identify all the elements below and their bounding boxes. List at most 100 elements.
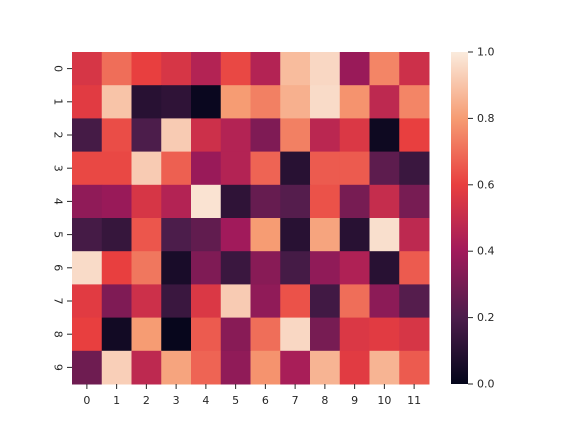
heatmap-cell-r0-c5: [220, 52, 251, 86]
heatmap-cell-r0-c2: [131, 52, 162, 86]
heatmap-cell-r8-c5: [220, 317, 251, 352]
heatmap-cell-r5-c3: [161, 218, 192, 252]
heatmap-cell-r5-c8: [310, 218, 341, 252]
heatmap-cell-r7-c3: [161, 284, 192, 319]
x-tick-label-9: 9: [351, 394, 358, 407]
colorbar: [451, 52, 468, 384]
x-tick-label-11: 11: [407, 394, 421, 407]
heatmap-cell-r5-c2: [131, 218, 162, 252]
heatmap-cell-r7-c11: [399, 284, 430, 319]
colorbar-ticks: 0.0 0.2 0.4 0.6 0.8 1.0: [468, 46, 495, 391]
heatmap-cell-r9-c1: [101, 350, 132, 385]
heatmap-cell-r4-c4: [191, 184, 222, 219]
heatmap-cell-r2-c6: [250, 118, 281, 153]
heatmap-cell-r3-c1: [101, 151, 132, 186]
heatmap-cell-r8-c6: [250, 317, 281, 352]
colorbar-tick-label-0.2: 0.2: [477, 311, 495, 324]
heatmap-cell-r4-c10: [369, 184, 400, 219]
heatmap-cell-r2-c11: [399, 118, 430, 153]
heatmap-cell-r2-c2: [131, 118, 162, 153]
heatmap-cell-r8-c10: [369, 317, 400, 352]
heatmap-cell-r2-c7: [280, 118, 311, 153]
x-tick-label-10: 10: [377, 394, 391, 407]
heatmap-cell-r8-c8: [310, 317, 341, 352]
heatmap-cell-r9-c2: [131, 350, 162, 385]
heatmap-cell-r6-c0: [72, 251, 103, 285]
colorbar-tick-label-0.8: 0.8: [477, 112, 495, 125]
heatmap-cell-r2-c8: [310, 118, 341, 153]
heatmap-cell-r0-c3: [161, 52, 192, 86]
heatmap-cell-r1-c3: [161, 85, 192, 119]
heatmap-cell-r1-c6: [250, 85, 281, 119]
heatmap-cell-r6-c2: [131, 251, 162, 285]
heatmap-cell-r6-c8: [310, 251, 341, 285]
heatmap-cell-r6-c7: [280, 251, 311, 285]
heatmap-cell-r3-c5: [220, 151, 251, 186]
heatmap-cell-r7-c0: [72, 284, 103, 319]
x-tick-label-3: 3: [173, 394, 180, 407]
colorbar-tick-label-0.0: 0.0: [477, 378, 495, 391]
heatmap-cell-r6-c3: [161, 251, 192, 285]
heatmap-cell-r0-c6: [250, 52, 281, 86]
colorbar-tick-label-0.4: 0.4: [477, 245, 495, 258]
heatmap-cell-r2-c9: [339, 118, 370, 153]
heatmap-cell-r5-c5: [220, 218, 251, 252]
heatmap-cell-r6-c1: [101, 251, 132, 285]
heatmap-cell-r5-c6: [250, 218, 281, 252]
heatmap-cell-r4-c6: [250, 184, 281, 219]
heatmap-cell-r3-c4: [191, 151, 222, 186]
heatmap-cell-r1-c5: [220, 85, 251, 119]
y-axis-ticks: 0 1 2 3 4 5 6 7 8 9: [52, 65, 72, 371]
heatmap-cell-r0-c7: [280, 52, 311, 86]
y-tick-label-0: 0: [52, 65, 65, 72]
heatmap-cell-r0-c11: [399, 52, 430, 86]
heatmap-cell-r6-c9: [339, 251, 370, 285]
x-tick-label-6: 6: [262, 394, 269, 407]
heatmap-cell-r1-c7: [280, 85, 311, 119]
heatmap-cell-r0-c9: [339, 52, 370, 86]
x-tick-label-8: 8: [321, 394, 328, 407]
heatmap-cell-r8-c4: [191, 317, 222, 352]
heatmap-cell-r3-c6: [250, 151, 281, 186]
heatmap-cell-r4-c5: [220, 184, 251, 219]
heatmap-cell-r4-c7: [280, 184, 311, 219]
heatmap-cell-r4-c11: [399, 184, 430, 219]
heatmap-cell-r0-c1: [101, 52, 132, 86]
heatmap-cell-r8-c2: [131, 317, 162, 352]
heatmap-cell-r9-c4: [191, 350, 222, 385]
heatmap-cell-r9-c7: [280, 350, 311, 385]
heatmap-cell-r5-c7: [280, 218, 311, 252]
heatmap-cell-r1-c11: [399, 85, 430, 119]
heatmap-cell-r1-c8: [310, 85, 341, 119]
heatmap-cell-r3-c8: [310, 151, 341, 186]
heatmap-cell-r2-c10: [369, 118, 400, 153]
heatmap-cell-r7-c6: [250, 284, 281, 319]
heatmap-cell-r6-c10: [369, 251, 400, 285]
heatmap-cell-r4-c8: [310, 184, 341, 219]
heatmap-cell-r8-c11: [399, 317, 430, 352]
heatmap-cells: [72, 52, 430, 385]
heatmap-cell-r8-c0: [72, 317, 103, 352]
y-tick-label-2: 2: [52, 132, 65, 139]
heatmap-cell-r5-c1: [101, 218, 132, 252]
heatmap-cell-r1-c10: [369, 85, 400, 119]
heatmap-cell-r0-c4: [191, 52, 222, 86]
y-tick-label-4: 4: [52, 198, 65, 205]
heatmap-cell-r3-c0: [72, 151, 103, 186]
heatmap-cell-r0-c0: [72, 52, 103, 86]
y-tick-label-5: 5: [52, 231, 65, 238]
heatmap-cell-r6-c6: [250, 251, 281, 285]
heatmap-cell-r4-c9: [339, 184, 370, 219]
heatmap-cell-r1-c2: [131, 85, 162, 119]
heatmap-cell-r0-c10: [369, 52, 400, 86]
heatmap-cell-r3-c2: [131, 151, 162, 186]
x-tick-label-4: 4: [202, 394, 209, 407]
heatmap-cell-r3-c3: [161, 151, 192, 186]
heatmap-cell-r4-c3: [161, 184, 192, 219]
colorbar-tick-label-0.6: 0.6: [477, 178, 495, 191]
heatmap-cell-r5-c11: [399, 218, 430, 252]
heatmap-cell-r4-c2: [131, 184, 162, 219]
heatmap-cell-r5-c9: [339, 218, 370, 252]
heatmap-cell-r6-c5: [220, 251, 251, 285]
